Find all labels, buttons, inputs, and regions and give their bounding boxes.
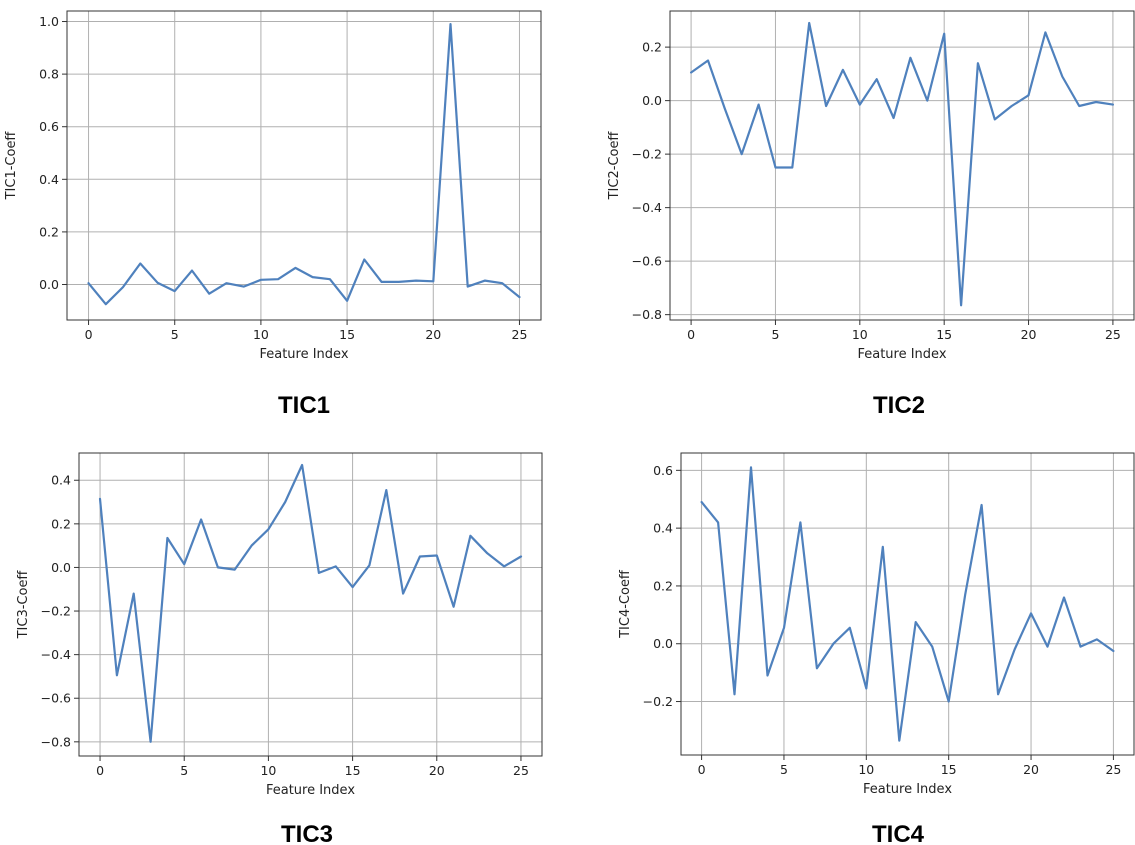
x-tick-label: 25 [1105,327,1121,342]
y-tick-label: −0.4 [632,200,662,215]
x-tick-label: 5 [171,327,179,342]
x-tick-label: 0 [96,763,104,778]
panel-title: TIC1 [278,392,330,419]
x-tick-label: 0 [698,762,706,777]
y-tick-label: 0.2 [39,224,59,239]
x-axis-label: Feature Index [863,782,952,797]
series-line [87,23,521,306]
x-tick-label: 5 [180,763,188,778]
y-tick-label: 0.8 [39,67,59,82]
x-tick-label: 5 [771,327,779,342]
series-line [690,21,1114,307]
series-line [700,466,1115,742]
y-tick-label: −0.6 [41,691,71,706]
x-axis-label: Feature Index [259,347,348,362]
y-tick-label: 0.0 [51,560,71,575]
x-tick-label: 15 [936,327,952,342]
y-tick-label: −0.4 [41,647,71,662]
y-tick-label: 0.4 [51,473,71,488]
y-tick-label: −0.2 [41,604,71,619]
y-tick-label: 0.6 [653,463,673,478]
x-tick-label: 10 [253,327,269,342]
panel-title: TIC2 [873,392,925,419]
y-axis-label: TIC3-Coeff [16,570,31,640]
chart-panel-2: 0 5 10 15 20 25 −0.8 −0.6 −0.4 −0.2 0.0 0.2 Feature … [607,10,1135,419]
plot-frame [66,10,542,321]
y-tick-label: 0.0 [653,636,673,651]
x-tick-label: 0 [85,327,93,342]
panel-title: TIC3 [281,821,333,845]
x-tick-label: 20 [429,763,445,778]
y-tick-label: −0.8 [41,734,71,749]
x-tick-label: 25 [513,763,529,778]
y-tick-label: 0.2 [51,516,71,531]
y-tick-label: −0.6 [632,254,662,269]
y-tick-label: 0.6 [39,119,59,134]
y-tick-label: 0.4 [39,172,59,187]
y-tick-label: 0.0 [642,93,662,108]
x-tick-label: 10 [852,327,868,342]
x-tick-label: 10 [858,762,874,777]
chart-panel-4: 0 5 10 15 20 25 −0.2 0.0 0.2 0.4 0.6 Feature Index T… [618,452,1135,845]
x-tick-label: 20 [1021,327,1037,342]
y-axis-label: TIC1-Coeff [4,131,19,201]
x-tick-label: 15 [339,327,355,342]
y-tick-label: 1.0 [39,14,59,29]
x-axis-label: Feature Index [266,783,355,798]
plot-frame [680,452,1135,756]
plot-frame [669,10,1135,321]
series-line [98,463,523,743]
x-tick-label: 25 [1105,762,1121,777]
y-tick-label: −0.8 [632,307,662,322]
x-tick-label: 0 [687,327,695,342]
chart-panel-1: 0 5 10 15 20 25 0.0 0.2 0.4 0.6 0.8 1.0 Feature Inde… [4,10,542,419]
y-tick-label: 0.2 [642,40,662,55]
y-tick-label: 0.4 [653,521,673,536]
x-tick-label: 25 [512,327,528,342]
x-tick-label: 20 [1023,762,1039,777]
y-tick-label: 0.2 [653,578,673,593]
y-tick-label: −0.2 [632,147,662,162]
x-tick-label: 5 [780,762,788,777]
chart-panel-3: 0 5 10 15 20 25 −0.8 −0.6 −0.4 −0.2 0.0 0.2 0.4 Featu… [16,452,543,845]
y-tick-label: 0.0 [39,277,59,292]
x-tick-label: 15 [345,763,361,778]
y-tick-label: −0.2 [643,694,673,709]
x-tick-label: 10 [260,763,276,778]
plot-frame [78,452,543,757]
x-tick-label: 20 [425,327,441,342]
y-axis-label: TIC4-Coeff [618,569,633,639]
x-axis-label: Feature Index [857,347,946,362]
y-axis-label: TIC2-Coeff [607,131,622,201]
x-tick-label: 15 [941,762,957,777]
panel-title: TIC4 [872,821,925,845]
